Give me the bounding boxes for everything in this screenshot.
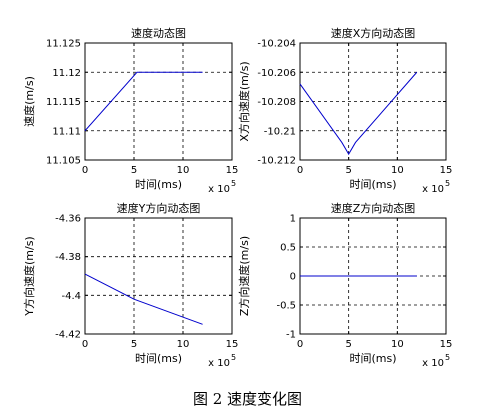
axes-box xyxy=(84,217,233,335)
x-axis-label: 时间(ms) xyxy=(349,352,396,365)
y-tick-label: -10.208 xyxy=(257,97,296,108)
x-exponent-power: 5 xyxy=(445,353,450,362)
x-tick-label: 0 xyxy=(297,165,303,176)
x-tick-label: 5 xyxy=(345,339,351,350)
x-tick-label: 15 xyxy=(226,339,239,350)
y-axis-label: Z方向速度(m/s) xyxy=(237,236,251,316)
x-exponent-label: x 10 xyxy=(422,184,444,195)
series-line xyxy=(84,273,203,325)
x-tick-label: 0 xyxy=(297,339,303,350)
y-axis-label: Y方向速度(m/s) xyxy=(22,236,36,316)
chart-title: 速度Y方向动态图 xyxy=(117,201,201,215)
x-exponent-power: 5 xyxy=(231,353,236,362)
x-tick-label: 15 xyxy=(226,165,239,176)
x-tick-label: 10 xyxy=(391,165,404,176)
x-exponent-label: x 10 xyxy=(208,358,230,369)
plot-area xyxy=(85,218,232,334)
chart-title: 速度Z方向动态图 xyxy=(331,201,416,215)
panel-1: 0 5 10 15 11.105 11.11 11.115 11.12 11.125 速度动态图时… xyxy=(22,26,238,195)
x-axis-label: 时间(ms) xyxy=(135,178,182,191)
x-axis-label: 时间(ms) xyxy=(349,178,396,191)
y-axis-label: X方向速度(m/s) xyxy=(237,61,251,141)
x-exponent-power: 5 xyxy=(445,179,450,188)
y-tick-label: -4.4 xyxy=(61,291,81,302)
y-tick-label: 0 xyxy=(290,272,296,283)
series-line xyxy=(299,71,418,156)
y-tick-label: -10.21 xyxy=(264,126,296,137)
y-tick-label: 11.12 xyxy=(52,68,81,79)
x-tick-label: 5 xyxy=(131,339,137,350)
y-tick-label: 1 xyxy=(290,214,296,225)
x-tick-label: 15 xyxy=(440,339,453,350)
chart-title: 速度X方向动态图 xyxy=(331,26,416,40)
y-tick-label: 11.11 xyxy=(52,126,81,137)
axes-box xyxy=(299,42,447,161)
y-tick-label: 11.115 xyxy=(46,97,81,108)
x-tick-label: 15 xyxy=(440,165,453,176)
x-tick-label: 0 xyxy=(82,339,88,350)
y-tick-label: -1 xyxy=(286,330,296,341)
x-tick-label: 5 xyxy=(131,165,137,176)
y-tick-label: -10.206 xyxy=(257,68,296,79)
x-tick-label: 10 xyxy=(177,339,190,350)
y-tick-label: 11.125 xyxy=(46,39,81,50)
x-exponent-label: x 10 xyxy=(422,358,444,369)
y-tick-label: -10.212 xyxy=(257,156,296,167)
x-axis-label: 时间(ms) xyxy=(135,352,182,365)
y-tick-label: -10.204 xyxy=(257,39,296,50)
y-tick-label: -4.38 xyxy=(55,252,81,263)
x-exponent-label: x 10 xyxy=(208,184,230,195)
y-axis-label: 速度(m/s) xyxy=(22,76,36,127)
y-tick-label: -4.36 xyxy=(55,214,81,225)
x-tick-label: 5 xyxy=(345,165,351,176)
x-tick-label: 10 xyxy=(391,339,404,350)
y-tick-label: -0.5 xyxy=(276,301,296,312)
y-tick-label: 11.105 xyxy=(46,156,81,167)
y-tick-label: 0.5 xyxy=(280,243,296,254)
figure-caption: 图 2 速度变化图 xyxy=(192,390,303,408)
x-tick-label: 0 xyxy=(82,165,88,176)
x-exponent-power: 5 xyxy=(231,179,236,188)
series-line xyxy=(84,71,203,132)
panel-2: 0 5 10 15 -10.212 -10.21 -10.208 -10.206 -10.204… xyxy=(237,26,452,195)
chart-title: 速度动态图 xyxy=(131,26,186,40)
x-tick-label: 10 xyxy=(177,165,190,176)
y-tick-label: -4.42 xyxy=(55,330,81,341)
axes-box xyxy=(84,42,233,161)
